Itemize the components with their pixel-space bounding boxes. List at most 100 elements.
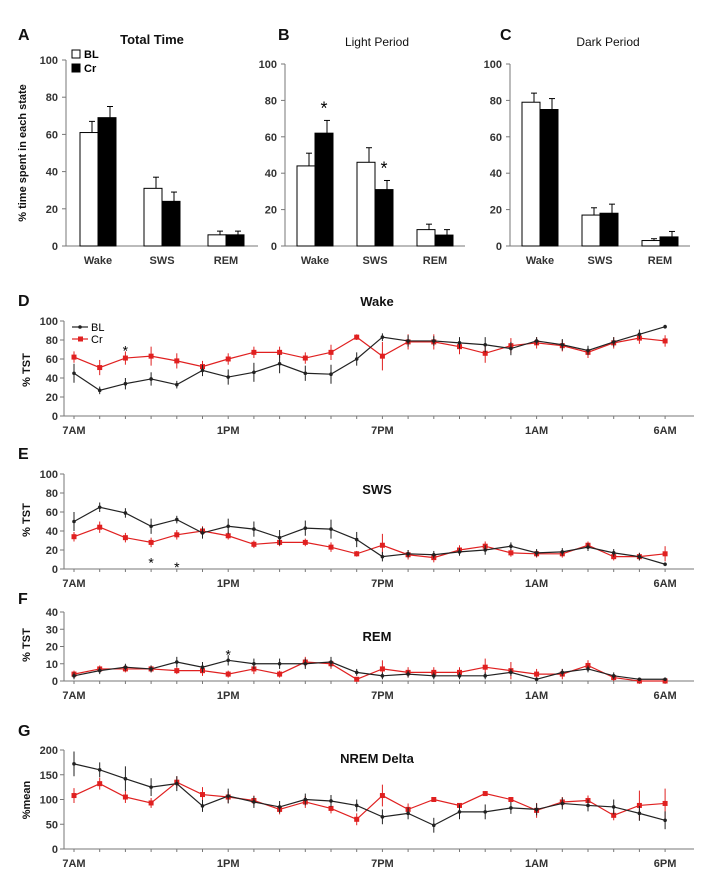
y-tick-label: 20 [46, 545, 58, 557]
data-point [354, 676, 360, 682]
data-point [560, 670, 565, 675]
y-tick-label: 100 [484, 59, 502, 71]
y-tick-label: 40 [46, 167, 58, 179]
chart-title: Dark Period [576, 35, 639, 49]
bar [521, 101, 541, 247]
x-tick-label: REM [423, 255, 447, 267]
bar [416, 229, 436, 247]
data-point [354, 803, 359, 808]
data-point [662, 800, 668, 806]
data-point [509, 806, 513, 810]
data-point [380, 554, 385, 559]
data-point [277, 349, 283, 355]
legend-swatch [71, 49, 81, 59]
data-point [226, 658, 230, 663]
y-tick-label: 80 [46, 335, 58, 347]
data-point [637, 811, 642, 816]
x-tick-label: 7PM [371, 690, 394, 702]
data-point [354, 670, 359, 675]
data-point [611, 812, 617, 818]
significance-marker: * [225, 646, 231, 662]
data-point [611, 674, 616, 678]
data-point [71, 354, 77, 360]
panel-label-e: E [18, 446, 29, 463]
x-tick-label: 1PM [217, 578, 240, 590]
data-point [509, 544, 513, 548]
y-tick-label: 0 [52, 411, 58, 423]
data-point [482, 791, 488, 797]
x-tick-label: 6AM [653, 578, 676, 590]
data-point [534, 671, 540, 677]
y-tick-label: 40 [46, 607, 58, 619]
chart-title: NREM Delta [340, 751, 414, 766]
bar [434, 234, 454, 247]
y-tick-label: 60 [46, 507, 58, 519]
data-point [406, 811, 410, 816]
data-point [225, 533, 231, 539]
data-point [123, 776, 128, 781]
data-point [277, 535, 282, 540]
x-tick-label: 1AM [525, 425, 548, 437]
data-point [406, 552, 410, 556]
data-point [277, 361, 282, 366]
x-tick-label: 7PM [371, 425, 394, 437]
data-point [508, 797, 514, 802]
y-tick-label: 60 [490, 132, 502, 144]
x-tick-label: Wake [84, 255, 112, 267]
data-point [303, 526, 308, 530]
data-point [534, 677, 539, 682]
y-tick-label: 20 [490, 205, 502, 217]
y-axis-label: % time spent in each state [17, 84, 29, 222]
data-point [200, 792, 205, 798]
x-tick-label: 1AM [525, 578, 548, 590]
y-tick-label: 60 [46, 129, 58, 141]
data-point [329, 527, 333, 531]
data-point [406, 339, 410, 343]
bar [79, 132, 99, 247]
series-line [73, 661, 666, 682]
x-tick-label: SWS [149, 255, 174, 267]
data-point [225, 671, 231, 677]
y-tick-label: 80 [46, 92, 58, 104]
data-point [252, 661, 256, 666]
data-point [149, 785, 153, 789]
y-tick-label: 0 [52, 676, 58, 688]
data-point [252, 800, 256, 804]
data-point [200, 531, 205, 535]
y-tick-label: 100 [40, 469, 58, 481]
data-point [123, 665, 128, 669]
series-line [73, 526, 666, 559]
legend-label: BL [91, 322, 104, 334]
panel-label-d: D [18, 293, 30, 310]
data-point [200, 804, 205, 808]
data-point [586, 348, 590, 353]
y-tick-label: 80 [265, 95, 277, 107]
data-point [663, 677, 667, 682]
data-point [508, 550, 514, 556]
y-tick-label: 30 [46, 624, 58, 636]
y-tick-label: 0 [496, 241, 502, 253]
data-point [174, 668, 180, 674]
chart-title: Light Period [345, 35, 409, 49]
legend-marker [78, 325, 82, 329]
x-tick-label: 1PM [217, 690, 240, 702]
data-point [72, 371, 76, 376]
data-point [122, 535, 128, 541]
y-tick-label: 150 [40, 770, 58, 782]
data-point [432, 674, 436, 678]
x-tick-label: 6AM [653, 425, 676, 437]
data-point [534, 551, 539, 555]
bar [207, 234, 227, 247]
x-tick-label: REM [214, 255, 238, 267]
data-point [354, 537, 359, 542]
data-point [611, 805, 616, 809]
legend-marker [78, 336, 83, 342]
data-point [611, 340, 616, 344]
y-tick-label: 50 [46, 819, 58, 831]
significance-marker: * [320, 98, 327, 118]
data-point [200, 665, 205, 669]
data-point [277, 805, 282, 809]
data-point [379, 666, 385, 672]
data-point [637, 332, 642, 337]
